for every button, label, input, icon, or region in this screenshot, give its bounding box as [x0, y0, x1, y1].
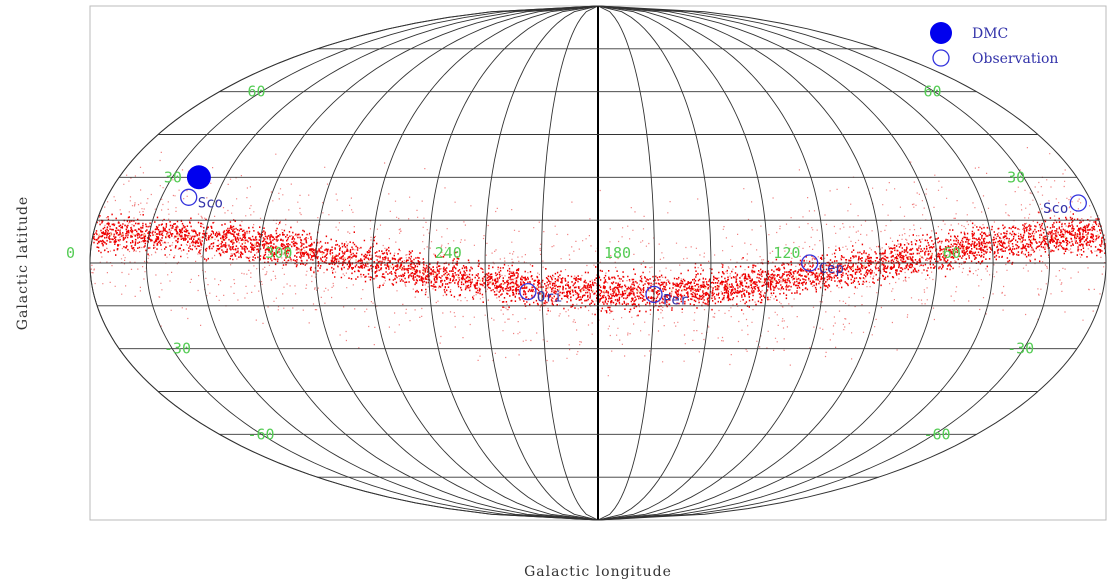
observation-point — [180, 188, 198, 206]
latitude-tick-label-right: -60 — [924, 425, 951, 443]
stellar-band — [90, 147, 1106, 377]
legend: DMC Observation — [930, 22, 1058, 67]
legend-dmc-marker — [930, 22, 952, 44]
dmc-point — [186, 165, 211, 190]
observation-point — [1069, 194, 1087, 212]
observation-label: Per — [663, 292, 688, 308]
longitude-tick-label: 120 — [773, 244, 800, 262]
band-dense-points — [92, 211, 1106, 317]
markers: Sco Ori Per Cep Sco — [180, 165, 1087, 308]
legend-observation-marker — [932, 49, 950, 67]
tick-labels: 300 240 180 120 60 0 60 60 30 30 -30 -30 -60 -60 — [66, 83, 1034, 444]
observation-point — [801, 254, 819, 272]
latitude-tick-label-left: -30 — [164, 340, 191, 358]
observation-point — [645, 285, 663, 304]
latitude-tick-label-right: 60 — [924, 83, 942, 101]
latitude-tick-label-right: -30 — [1007, 340, 1034, 358]
longitude-tick-label: 240 — [435, 244, 462, 262]
longitude-tick-label: 0 — [66, 244, 75, 262]
x-axis-label: Galactic longitude — [524, 564, 672, 580]
latitude-tick-label-left: 60 — [248, 83, 266, 101]
observation-label: Cep — [819, 261, 844, 277]
y-axis-label: Galactic latitude — [15, 196, 31, 330]
coordinate-grid — [89, 5, 1107, 521]
observation-label: Ori — [537, 290, 562, 306]
band-sparse-points — [90, 147, 1106, 377]
observation-label: Sco — [198, 195, 223, 211]
legend-dmc-label: DMC — [972, 26, 1008, 42]
observation-label: Sco — [1043, 201, 1068, 217]
longitude-tick-label: 180 — [604, 244, 631, 262]
longitude-tick-label: 300 — [265, 244, 292, 262]
legend-observation-label: Observation — [972, 51, 1058, 67]
latitude-tick-label-left: -60 — [248, 425, 275, 443]
band-ridge-dots — [98, 233, 1099, 293]
longitude-tick-label: 60 — [943, 244, 961, 262]
observation-point — [519, 282, 537, 301]
latitude-tick-label-left: 30 — [164, 168, 182, 186]
latitude-tick-label-right: 30 — [1007, 168, 1025, 186]
